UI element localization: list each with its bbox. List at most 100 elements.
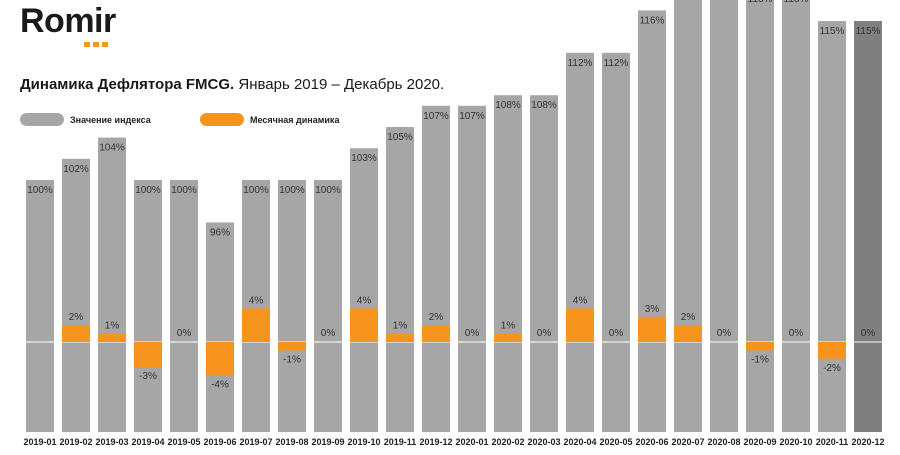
logo-dot [93, 42, 99, 47]
monthly-value-label: 2% [429, 312, 444, 323]
index-value-label: 107% [423, 111, 449, 122]
monthly-bar [350, 308, 378, 342]
chart-title-bold: Динамика Дефлятора FMCG. [20, 76, 235, 93]
x-tick-label: 2019-11 [384, 437, 417, 447]
monthly-value-label: 0% [717, 328, 732, 339]
x-tick-label: 2020-02 [491, 437, 524, 447]
legend-monthly: Месячная динамика [200, 113, 339, 126]
x-tick-label: 2020-01 [455, 437, 488, 447]
monthly-bar [62, 325, 90, 342]
index-bar [638, 10, 666, 433]
x-tick-label: 2019-02 [59, 437, 92, 447]
index-value-label: 118% [784, 0, 809, 5]
monthly-value-label: 0% [537, 328, 552, 339]
x-tick-label: 2020-04 [563, 437, 596, 447]
x-tick-label: 2020-06 [635, 437, 668, 447]
index-value-label: 108% [495, 100, 521, 111]
x-tick-label: 2019-03 [95, 437, 128, 447]
monthly-value-label: 0% [177, 328, 192, 339]
index-bar [278, 180, 306, 432]
monthly-bar [242, 308, 270, 342]
monthly-value-label: 2% [681, 312, 696, 323]
x-tick-label: 2020-05 [599, 437, 632, 447]
legend-index-label: Значение индекса [70, 114, 151, 125]
index-bar [134, 180, 162, 432]
x-tick-label: 2020-12 [851, 437, 884, 447]
index-bar [206, 222, 234, 432]
monthly-bar [206, 342, 234, 376]
monthly-bar [566, 308, 594, 342]
monthly-value-label: 4% [573, 295, 588, 306]
x-tick-label: 2020-10 [779, 437, 812, 447]
index-value-label: 115% [856, 26, 881, 37]
index-bar [530, 95, 558, 432]
monthly-bar [746, 342, 774, 351]
x-tick-label: 2020-11 [816, 437, 849, 447]
x-tick-label: 2019-08 [275, 437, 308, 447]
index-value-label: 115% [820, 26, 845, 37]
index-bar [674, 0, 702, 432]
monthly-value-label: -4% [211, 380, 229, 391]
legend-swatch-index [20, 113, 64, 126]
monthly-bar [386, 333, 414, 342]
monthly-value-label: 3% [645, 304, 660, 315]
index-value-label: 104% [99, 143, 125, 154]
index-value-label: 112% [568, 58, 593, 69]
index-bar [746, 0, 774, 432]
logo-dot [84, 42, 90, 47]
x-tick-label: 2019-05 [167, 437, 200, 447]
monthly-value-label: 4% [357, 295, 372, 306]
monthly-value-label: 2% [69, 312, 84, 323]
x-tick-label: 2019-10 [347, 437, 380, 447]
monthly-value-label: 0% [861, 328, 876, 339]
legend-swatch-monthly [200, 113, 244, 126]
index-bar [170, 180, 198, 432]
index-bar [98, 137, 126, 432]
x-tick-label: 2019-09 [311, 437, 344, 447]
index-value-label: 100% [243, 185, 269, 196]
index-value-label: 96% [210, 227, 230, 238]
x-tick-label: 2019-01 [23, 437, 56, 447]
x-tick-label: 2019-12 [419, 437, 452, 447]
index-bar [458, 105, 486, 433]
index-value-label: 103% [351, 153, 377, 164]
index-value-label: 100% [279, 185, 305, 196]
index-value-label: 108% [531, 100, 557, 111]
index-bar [242, 180, 270, 432]
monthly-bar [638, 316, 666, 342]
x-tick-label: 2019-07 [239, 437, 272, 447]
monthly-value-label: 4% [249, 295, 264, 306]
x-tick-label: 2020-03 [527, 437, 560, 447]
x-tick-label: 2020-07 [671, 437, 704, 447]
monthly-bar [134, 342, 162, 368]
chart-title-rest: Январь 2019 – Декабрь 2020. [234, 76, 445, 93]
index-value-label: 100% [27, 185, 53, 196]
index-bar [350, 148, 378, 432]
monthly-bar [818, 342, 846, 359]
index-bar [386, 127, 414, 432]
monthly-bar [98, 333, 126, 342]
logo-text: Romir [20, 2, 116, 40]
monthly-value-label: 0% [321, 328, 336, 339]
monthly-value-label: -1% [283, 354, 301, 365]
index-bar [494, 95, 522, 432]
index-bar [26, 180, 54, 432]
logo-dots [84, 42, 108, 47]
index-value-label: 100% [315, 185, 341, 196]
index-value-label: 105% [387, 132, 413, 143]
index-bar [566, 52, 594, 433]
index-value-label: 100% [135, 185, 161, 196]
index-value-label: 118% [748, 0, 773, 5]
legend-index: Значение индекса [20, 113, 151, 126]
index-bar [602, 52, 630, 433]
index-value-label: 107% [459, 111, 485, 122]
monthly-value-label: 0% [609, 328, 624, 339]
index-bar [422, 105, 450, 433]
monthly-value-label: 1% [393, 321, 408, 332]
monthly-value-label: -2% [823, 363, 841, 374]
x-tick-label: 2020-08 [707, 437, 740, 447]
legend-monthly-label: Месячная динамика [250, 114, 340, 125]
index-bar [818, 21, 846, 432]
monthly-bar [674, 325, 702, 342]
